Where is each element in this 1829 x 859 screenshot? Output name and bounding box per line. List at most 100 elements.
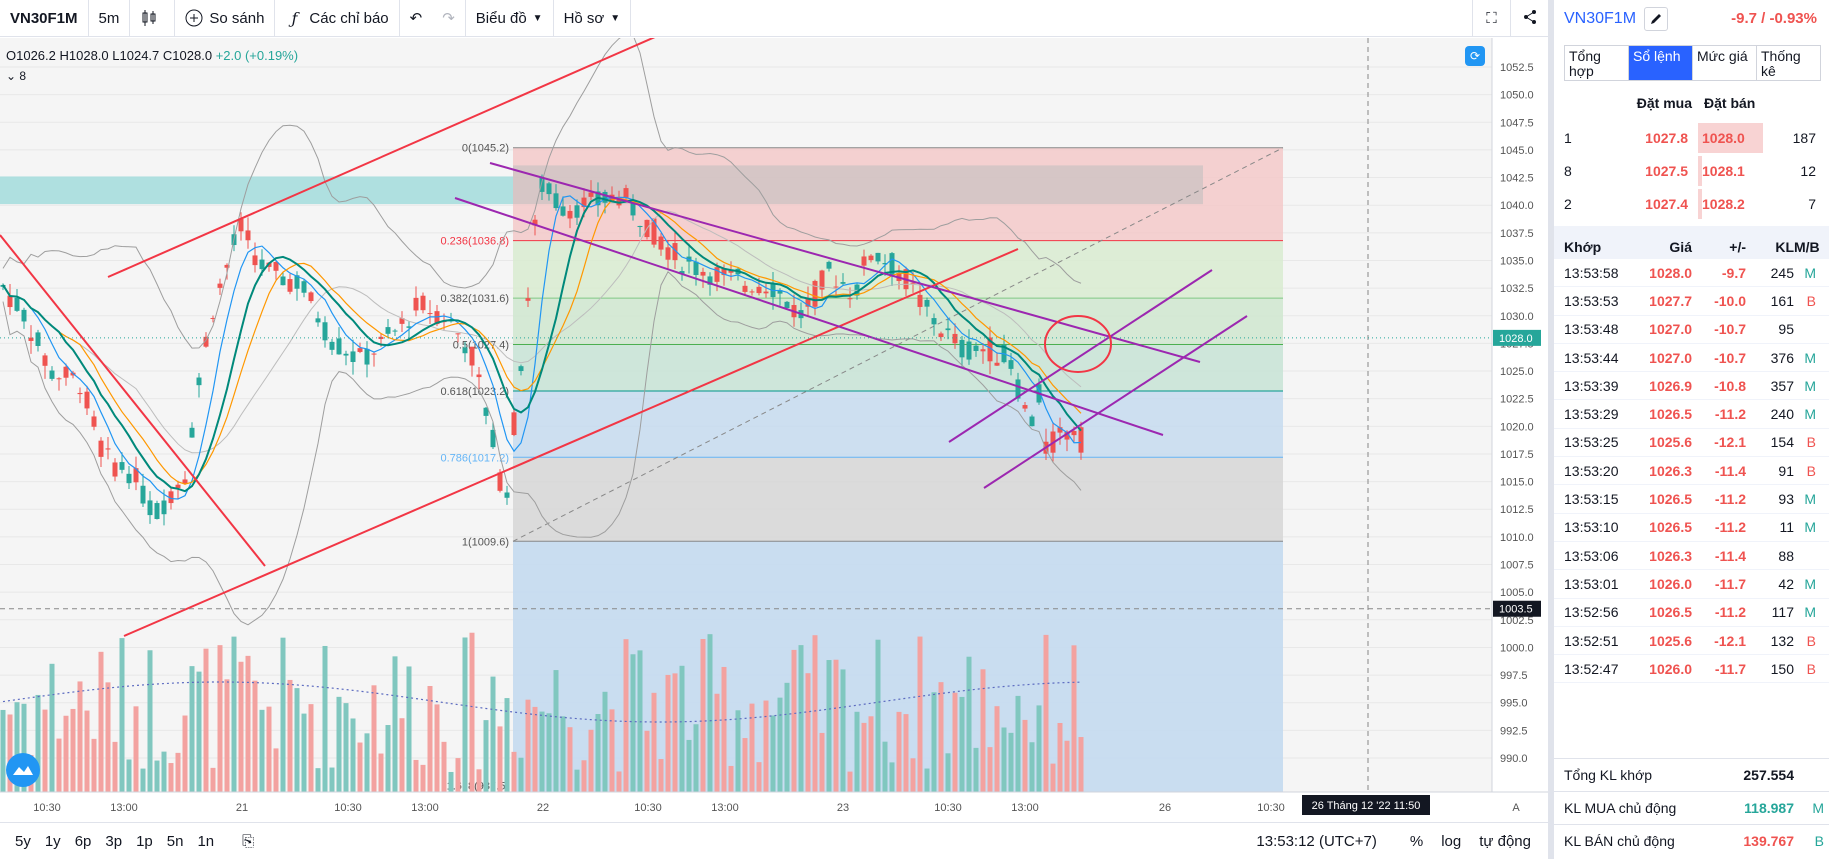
range-1y[interactable]: 1y (44, 832, 61, 850)
trade-time: 13:53:48 (1564, 321, 1619, 338)
range-1d[interactable]: 1n (197, 832, 215, 850)
candle-body (945, 328, 951, 331)
orderbook-row[interactable]: 1 1027.8 1028.0 187 (1554, 121, 1829, 154)
redo-button[interactable]: ↷ (432, 0, 466, 37)
price-chart[interactable]: 0(1045.2) 0.236(1036.8) 0.382(1031.6) 0.5(1… (0, 38, 1548, 820)
function-icon: ƒ (291, 8, 298, 28)
tradingview-logo[interactable] (6, 753, 40, 787)
candle-body (203, 336, 209, 347)
trade-row: 13:53:01 1026.0 -11.7 42 M (1554, 570, 1829, 599)
tab-statistics[interactable]: Thống kê (1761, 48, 1801, 79)
auto-scale-toggle[interactable]: tự động (1479, 833, 1531, 850)
fullscreen-button[interactable]: ⛶ (1472, 0, 1510, 37)
orderbook-row[interactable]: 8 1027.5 1028.1 12 (1554, 154, 1829, 187)
trade-price: 1026.5 (1649, 604, 1692, 621)
price-tick-label: 1040.0 (1500, 200, 1534, 212)
candle-body (392, 330, 398, 332)
price-tick-label: 1015.0 (1500, 477, 1534, 489)
volume-bar (553, 670, 559, 792)
volume-bar (126, 759, 132, 792)
volume-bar (238, 661, 244, 792)
candle-body (357, 348, 363, 352)
tab-orderbook[interactable]: Sổ lệnh (1629, 46, 1693, 80)
chart-layout-dropdown[interactable]: Biểu đồ ▼ (466, 0, 554, 37)
trend-line-down (0, 234, 266, 567)
candle-body (133, 468, 139, 483)
volume-bar (224, 679, 230, 792)
volume-bar (707, 634, 713, 792)
candle-body (805, 298, 811, 307)
volume-bar (756, 762, 762, 792)
trade-time: 13:52:56 (1564, 604, 1619, 621)
candle-body (833, 286, 839, 288)
interval-button[interactable]: 5m (89, 0, 131, 37)
candle-body (42, 355, 48, 366)
compare-button[interactable]: So sánh (175, 0, 276, 37)
edit-symbol-button[interactable] (1644, 6, 1669, 31)
volume-bar (343, 703, 349, 792)
volume-bar (42, 709, 48, 792)
range-6m[interactable]: 6p (74, 832, 92, 850)
trade-row: 13:52:56 1026.5 -11.2 117 M (1554, 599, 1829, 627)
orderbook: 1 1027.8 1028.0 187 8 1027.5 1028.1 12 2 1027.4 10… (1554, 121, 1829, 220)
bottom-right: 13:53:12 (UTC+7) % log tự động (1247, 823, 1540, 859)
volume-bar (511, 751, 517, 792)
time-tick-label: 23 (837, 802, 849, 814)
volume-bar (1043, 634, 1049, 792)
candle-body (966, 341, 972, 360)
range-1m[interactable]: 1p (136, 832, 153, 850)
orderbook-bid: 1027.4 (1645, 195, 1688, 212)
goto-date-button[interactable]: ⎘ (235, 833, 261, 850)
volume-bar (1078, 737, 1084, 792)
volume-bar (700, 639, 706, 792)
orderbook-row[interactable]: 2 1027.4 1028.2 7 (1554, 187, 1829, 220)
time-tick-label: 22 (537, 802, 549, 814)
time-tick-label: 10:30 (934, 802, 962, 814)
volume-bar (406, 666, 412, 792)
percent-scale-button[interactable]: % (1409, 833, 1424, 850)
trade-row: 13:53:10 1026.5 -11.2 11 M (1554, 514, 1829, 542)
volume-bar (784, 682, 790, 792)
indicator-toggle[interactable]: ⌄ 8 (6, 69, 26, 83)
trade-volume: 161 (1770, 292, 1794, 309)
candle-type-button[interactable] (130, 0, 176, 37)
chart-pane[interactable]: 0(1045.2) 0.236(1036.8) 0.382(1031.6) 0.5(1… (0, 38, 1548, 820)
log-scale-button[interactable]: log (1441, 833, 1462, 850)
share-icon (1522, 9, 1538, 29)
price-tick-label: 1042.5 (1500, 173, 1534, 185)
profile-dropdown[interactable]: Hồ sơ ▼ (554, 0, 632, 37)
candle-body (161, 500, 167, 515)
volume-bar (105, 682, 111, 792)
auto-scale-button[interactable]: ⟳ (1465, 46, 1485, 66)
panel-symbol[interactable]: VN30F1M (1564, 9, 1637, 27)
candle-body (693, 261, 699, 275)
indicators-button[interactable]: ƒ Các chỉ báo (275, 0, 400, 37)
candle-body (49, 370, 55, 379)
volume-bar (182, 715, 188, 792)
price-tick-label: 1037.5 (1500, 228, 1534, 240)
candle-body (14, 297, 20, 311)
range-5y[interactable]: 5y (15, 832, 31, 850)
volume-bar (175, 752, 181, 792)
undo-button[interactable]: ↶ (400, 0, 433, 37)
candle-body (973, 345, 979, 351)
candle-body (301, 281, 307, 293)
volume-bar (119, 638, 125, 792)
symbol-search-button[interactable]: VN30F1M (0, 0, 89, 37)
share-button[interactable] (1510, 0, 1548, 37)
volume-bar (1001, 727, 1007, 792)
volume-bar (504, 698, 510, 792)
tab-price-levels[interactable]: Mức giá (1693, 46, 1757, 80)
range-3m[interactable]: 3p (105, 832, 123, 850)
volume-bar (378, 753, 384, 792)
candle-body (1029, 416, 1035, 427)
time-axis (0, 792, 1548, 820)
trade-side: M (1804, 377, 1816, 394)
candle-body (371, 353, 377, 355)
trades-list[interactable]: 13:53:58 1028.0 -9.7 245 M 13:53:53 1027.7 -10.… (1554, 259, 1829, 684)
range-5d[interactable]: 5n (166, 832, 184, 850)
tab-summary[interactable]: Tổng hợp (1565, 46, 1629, 80)
candle-body (28, 337, 34, 341)
candle-body (420, 295, 426, 311)
price-tick-label: 995.0 (1500, 698, 1528, 710)
